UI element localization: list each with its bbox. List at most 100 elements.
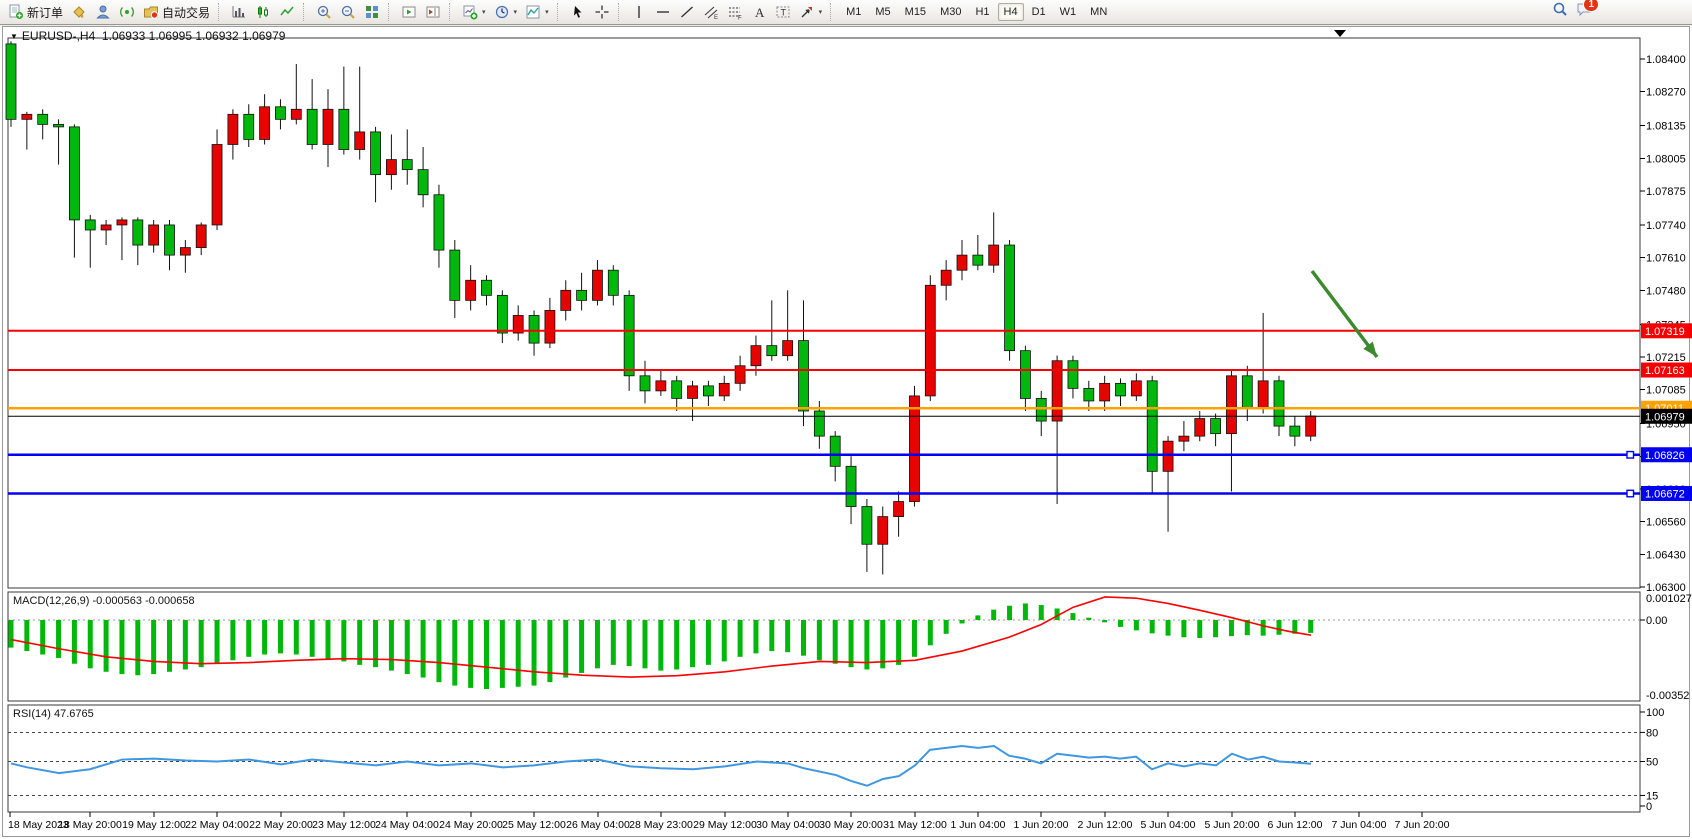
candles-icon: [258, 6, 269, 18]
crosshair-button[interactable]: [590, 0, 614, 25]
autotrade-button-label: 自动交易: [162, 5, 211, 20]
indicator-icon: [526, 5, 540, 19]
timeframe-m30-button[interactable]: M30: [940, 6, 962, 18]
svg-text:5 Jun 04:00: 5 Jun 04:00: [1141, 819, 1196, 831]
timeframe-mn-button[interactable]: MN: [1090, 6, 1108, 18]
svg-text:25 May 12:00: 25 May 12:00: [502, 819, 566, 831]
trendline-icon: [680, 6, 693, 18]
svg-text:E: E: [714, 15, 718, 20]
chartshift-icon: [426, 6, 440, 18]
toolbar-separator: [388, 3, 393, 21]
indicators-button[interactable]: ▾: [521, 0, 553, 25]
hline-button[interactable]: [651, 0, 675, 25]
dropdown-caret-icon: ▾: [545, 9, 549, 16]
toolbar: 新订单 自动交易 ▾ ▾ ▾ E F A T ▾ M1 M5 M15 M30 H1 H4 D1 W1 MN 1: [0, 0, 1692, 25]
macd-pane[interactable]: [7, 591, 1641, 702]
svg-text:31 May 12:00: 31 May 12:00: [883, 819, 947, 831]
text-button[interactable]: A: [747, 0, 771, 25]
svg-text:1.08005: 1.08005: [1646, 153, 1686, 165]
svg-text:1.08135: 1.08135: [1646, 121, 1686, 133]
hline-1.06826[interactable]: 1.06826: [8, 447, 1692, 463]
timeframe-d1-button[interactable]: D1: [1031, 6, 1046, 18]
autoscroll-icon: [402, 6, 416, 18]
chart-title: ▼ EURUSD-,H4 1.06933 1.06995 1.06932 1.0…: [10, 29, 285, 43]
svg-text:22 May 04:00: 22 May 04:00: [185, 819, 249, 831]
label-button[interactable]: T: [771, 0, 795, 25]
svg-text:0.001027: 0.001027: [1646, 593, 1692, 605]
chart-canvas[interactable]: 1.08400 1.08270 1.08135 1.08005 1.07875 1.077…: [0, 26, 1692, 839]
chart-shift-marker[interactable]: [1334, 30, 1346, 37]
new-order-button-label: 新订单: [27, 5, 64, 20]
svg-text:2 Jun 12:00: 2 Jun 12:00: [1078, 819, 1133, 831]
zoom-in-button[interactable]: [312, 0, 336, 25]
svg-text:80: 80: [1646, 727, 1658, 739]
new-order-button[interactable]: 新订单: [4, 0, 67, 25]
search-button[interactable]: [1552, 1, 1568, 17]
rsi-indicator-label: RSI(14) 47.6765: [13, 708, 94, 720]
dropdown-caret-icon: ▾: [482, 9, 486, 16]
rsi-pane[interactable]: [7, 704, 1641, 813]
profiles-button[interactable]: ▾: [490, 0, 522, 25]
chart-shift-button[interactable]: [421, 0, 445, 25]
dropdown-caret-icon: ▾: [818, 9, 823, 16]
svg-text:1.08400: 1.08400: [1646, 54, 1686, 66]
tile-windows-button[interactable]: [360, 0, 384, 25]
symbol-dropdown-icon[interactable]: ▼: [10, 31, 18, 41]
svg-text:1.07085: 1.07085: [1646, 385, 1686, 397]
arrows-icon: [801, 7, 812, 18]
svg-text:26 May 04:00: 26 May 04:00: [566, 819, 630, 831]
notification-badge: 1: [1583, 0, 1599, 12]
timeframe-h1-button[interactable]: H1: [975, 6, 990, 18]
line-chart-button[interactable]: [275, 0, 299, 25]
timeframe-w1-button[interactable]: W1: [1059, 6, 1077, 18]
zoom-out-button[interactable]: [336, 0, 360, 25]
arrow-annotation[interactable]: [1310, 269, 1379, 359]
macd-plot: [8, 596, 1640, 690]
trendline-button[interactable]: [675, 0, 699, 25]
chat-button[interactable]: 1: [1576, 0, 1599, 17]
timeframe-h4-button[interactable]: H4: [997, 3, 1024, 21]
svg-text:22 May 20:00: 22 May 20:00: [249, 819, 313, 831]
signals-button[interactable]: [115, 0, 139, 25]
svg-text:1 Jun 04:00: 1 Jun 04:00: [951, 819, 1006, 831]
hline-icon: [656, 11, 669, 13]
channel-button[interactable]: E: [699, 0, 723, 25]
svg-text:1.07740: 1.07740: [1646, 220, 1686, 232]
main-pane[interactable]: [7, 37, 1641, 589]
new-chart-button[interactable]: ▾: [458, 0, 490, 25]
timeframe-m5-button[interactable]: M5: [875, 6, 891, 18]
toolbar-separator: [218, 3, 223, 21]
cursor-button[interactable]: [566, 0, 590, 25]
zoom-out-icon: [341, 5, 355, 19]
fibo-icon: F: [728, 7, 742, 20]
bars-icon: [232, 6, 246, 18]
label-t-icon: T: [776, 6, 790, 18]
timeframe-m1-button[interactable]: M1: [846, 6, 862, 18]
toolbar-separator: [830, 3, 835, 21]
profile-button[interactable]: [91, 0, 115, 25]
svg-text:30 May 20:00: 30 May 20:00: [819, 819, 883, 831]
styles-button[interactable]: [67, 0, 91, 25]
hline-1.06672[interactable]: 1.06672: [8, 485, 1692, 501]
hline-1.07163[interactable]: 1.07163: [8, 362, 1692, 378]
auto-scroll-button[interactable]: [397, 0, 421, 25]
vline-button[interactable]: [627, 0, 651, 25]
svg-text:0.00: 0.00: [1646, 615, 1667, 627]
svg-text:7 Jun 04:00: 7 Jun 04:00: [1332, 819, 1387, 831]
candle-chart-button[interactable]: [251, 0, 275, 25]
clock-icon: [495, 5, 508, 19]
svg-text:24 May 20:00: 24 May 20:00: [439, 819, 503, 831]
bar-chart-button[interactable]: [227, 0, 251, 25]
hline-1.07319[interactable]: 1.07319: [8, 323, 1692, 339]
svg-text:0: 0: [1646, 801, 1652, 813]
arrows-button[interactable]: ▾: [795, 0, 827, 25]
autotrade-button[interactable]: 自动交易: [139, 0, 214, 25]
crosshair-icon: [595, 5, 609, 19]
svg-text:T: T: [780, 8, 786, 18]
timeframe-m15-button[interactable]: M15: [904, 6, 927, 18]
svg-text:18 May 20:00: 18 May 20:00: [58, 819, 122, 831]
svg-text:29 May 12:00: 29 May 12:00: [693, 819, 757, 831]
svg-text:1.06300: 1.06300: [1646, 582, 1686, 594]
fibonacci-button[interactable]: F: [723, 0, 747, 25]
svg-text:1.07480: 1.07480: [1646, 285, 1686, 297]
